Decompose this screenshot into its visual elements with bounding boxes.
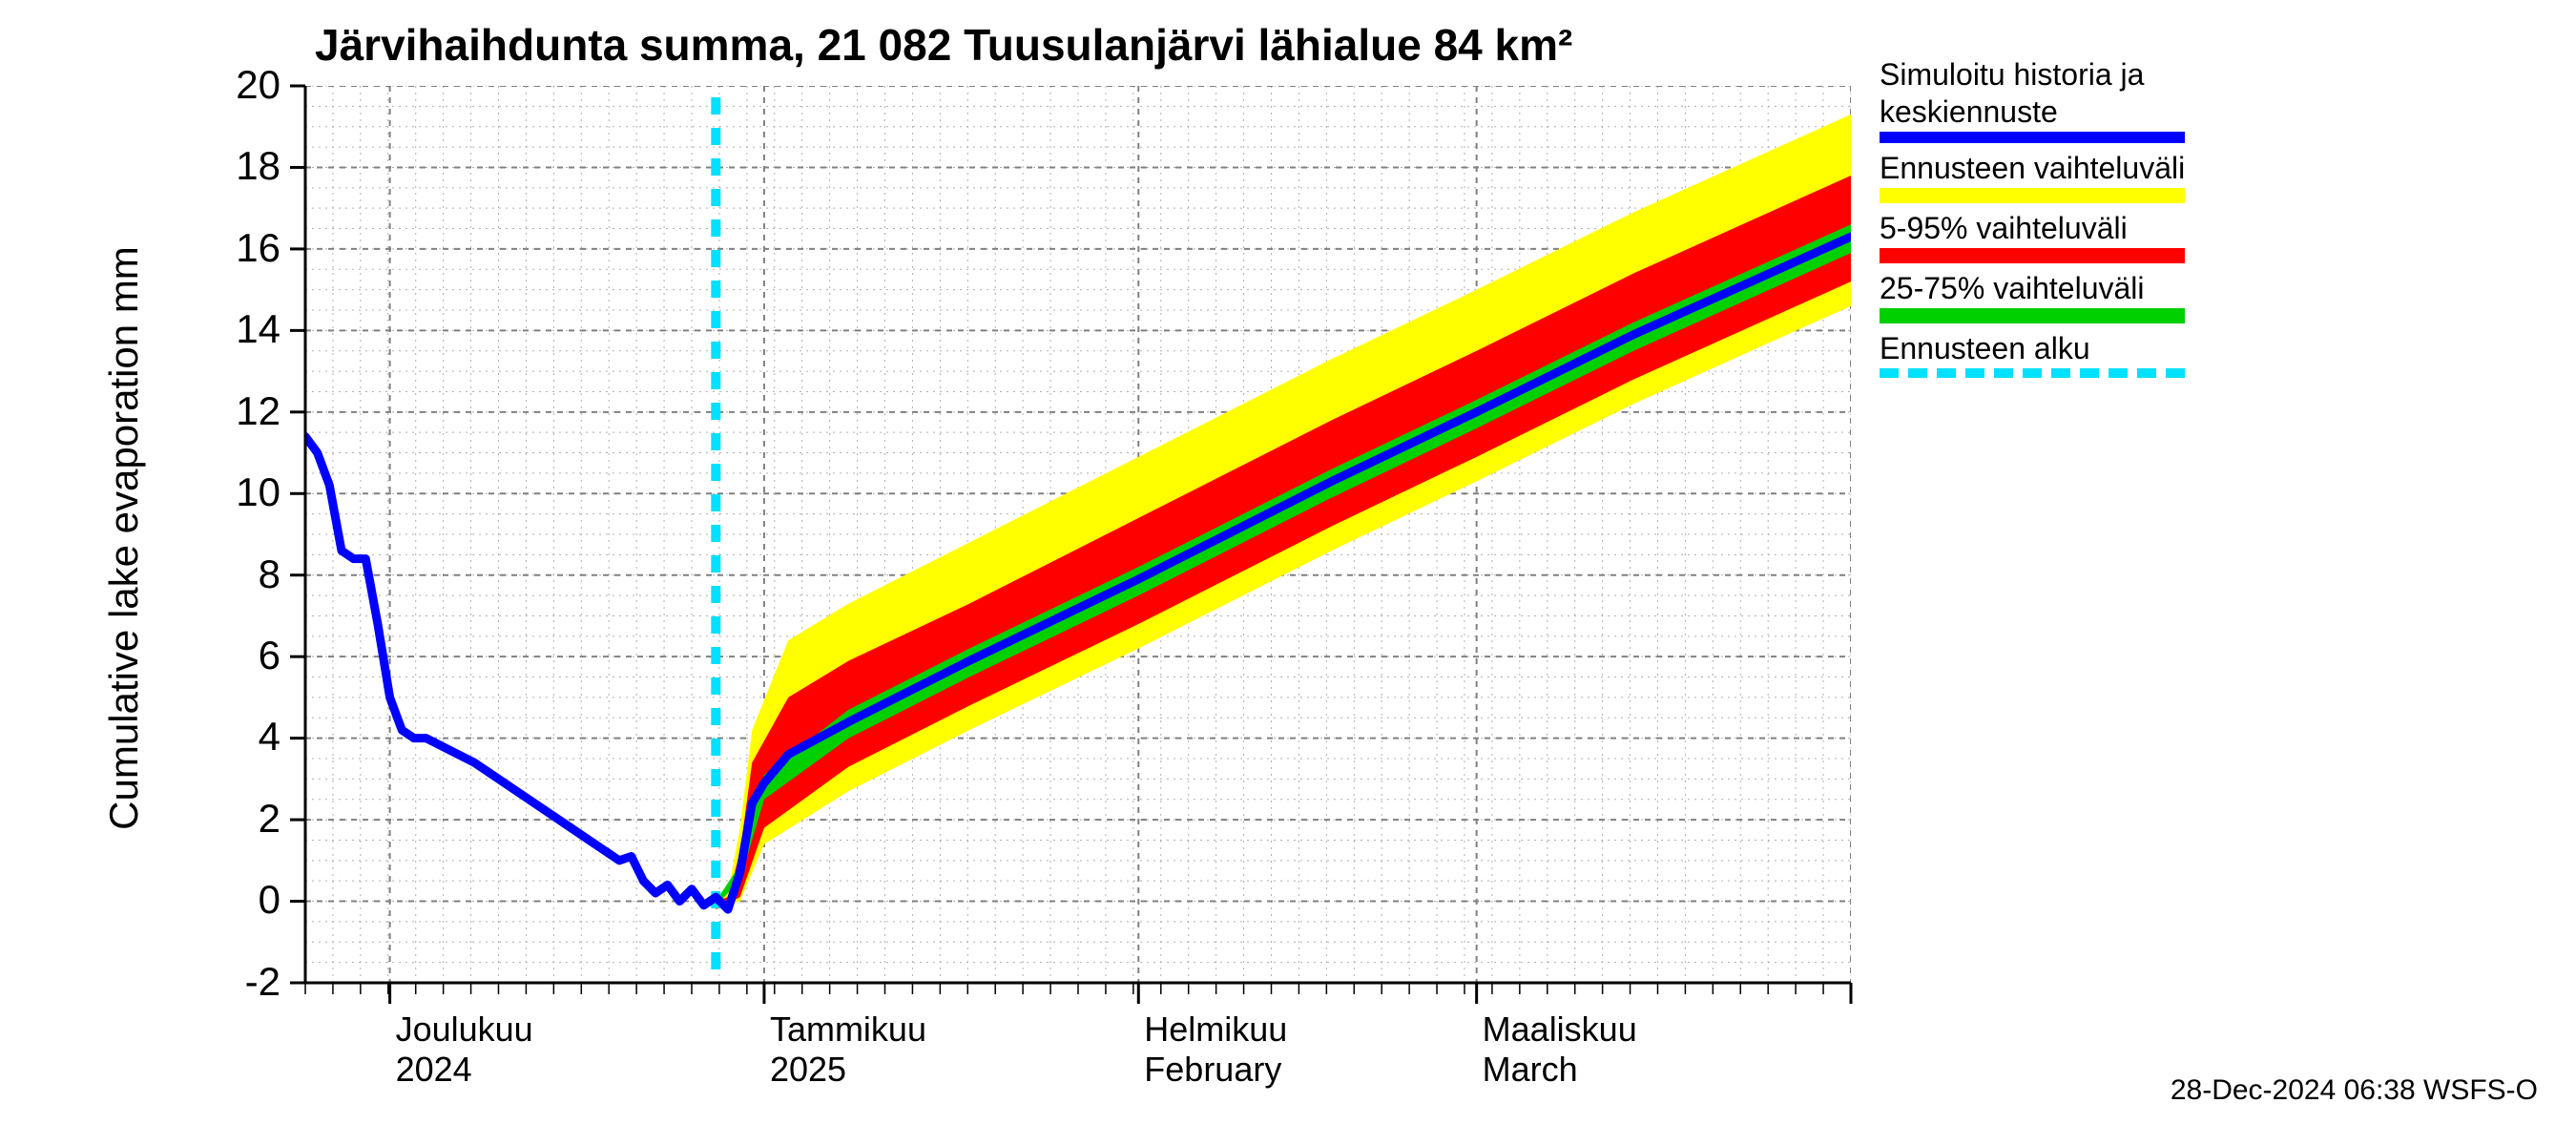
legend-item: 5-95% vaihteluväli: [1880, 211, 2185, 263]
y-tick-label: 20: [236, 62, 280, 108]
chart-container: Järvihaihdunta summa, 21 082 Tuusulanjär…: [0, 0, 2576, 1145]
legend-label: Simuloitu historia ja: [1880, 57, 2185, 93]
legend-swatch: [1880, 188, 2185, 203]
chart-footer: 28-Dec-2024 06:38 WSFS-O: [2171, 1074, 2538, 1107]
y-tick-label: 6: [259, 633, 280, 678]
y-tick-label: 14: [236, 306, 280, 352]
legend-swatch: [1880, 308, 2185, 323]
legend-label: 5-95% vaihteluväli: [1880, 211, 2185, 246]
x-month-label: Helmikuu: [1144, 1010, 1287, 1050]
y-tick-label: 4: [259, 714, 280, 760]
y-tick-label: 0: [259, 877, 280, 923]
legend: Simuloitu historia jakeskiennuste Ennuste…: [1880, 57, 2185, 385]
y-tick-label: 18: [236, 143, 280, 189]
y-tick-label: 12: [236, 388, 280, 434]
chart-title: Järvihaihdunta summa, 21 082 Tuusulanjär…: [315, 19, 1572, 71]
y-axis-label: Cumulative lake evaporation mm: [101, 204, 147, 872]
x-month-sublabel: March: [1483, 1050, 1578, 1090]
y-tick-label: 10: [236, 469, 280, 515]
legend-label: Ennusteen alku: [1880, 331, 2185, 366]
legend-item: Simuloitu historia jakeskiennuste: [1880, 57, 2185, 143]
legend-item: Ennusteen vaihteluväli: [1880, 151, 2185, 203]
y-tick-label: 16: [236, 225, 280, 271]
x-month-label: Joulukuu: [396, 1010, 533, 1050]
legend-label: 25-75% vaihteluväli: [1880, 271, 2185, 306]
plot-area: [305, 86, 1851, 983]
legend-swatch: [1880, 368, 2185, 378]
y-tick-label: 8: [259, 552, 280, 597]
x-month-label: Tammikuu: [770, 1010, 926, 1050]
legend-swatch: [1880, 248, 2185, 263]
y-tick-label: 2: [259, 796, 280, 842]
x-month-sublabel: 2024: [396, 1050, 472, 1090]
x-month-sublabel: February: [1144, 1050, 1281, 1090]
legend-item: Ennusteen alku: [1880, 331, 2185, 378]
legend-swatch: [1880, 132, 2185, 143]
x-month-sublabel: 2025: [770, 1050, 846, 1090]
legend-label: keskiennuste: [1880, 94, 2185, 130]
plot-svg: [305, 86, 1851, 983]
y-tick-label: -2: [245, 959, 280, 1005]
x-month-label: Maaliskuu: [1483, 1010, 1637, 1050]
legend-label: Ennusteen vaihteluväli: [1880, 151, 2185, 186]
legend-item: 25-75% vaihteluväli: [1880, 271, 2185, 323]
